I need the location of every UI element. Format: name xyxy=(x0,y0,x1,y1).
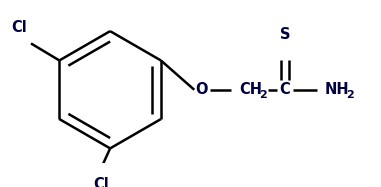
Text: 2: 2 xyxy=(346,91,354,100)
Text: O: O xyxy=(195,82,208,97)
Text: Cl: Cl xyxy=(93,177,109,187)
Text: C: C xyxy=(280,82,290,97)
Text: CH: CH xyxy=(240,82,263,97)
Text: 2: 2 xyxy=(259,91,267,100)
Text: S: S xyxy=(280,27,290,42)
Text: NH: NH xyxy=(325,82,349,97)
Text: Cl: Cl xyxy=(11,20,27,35)
